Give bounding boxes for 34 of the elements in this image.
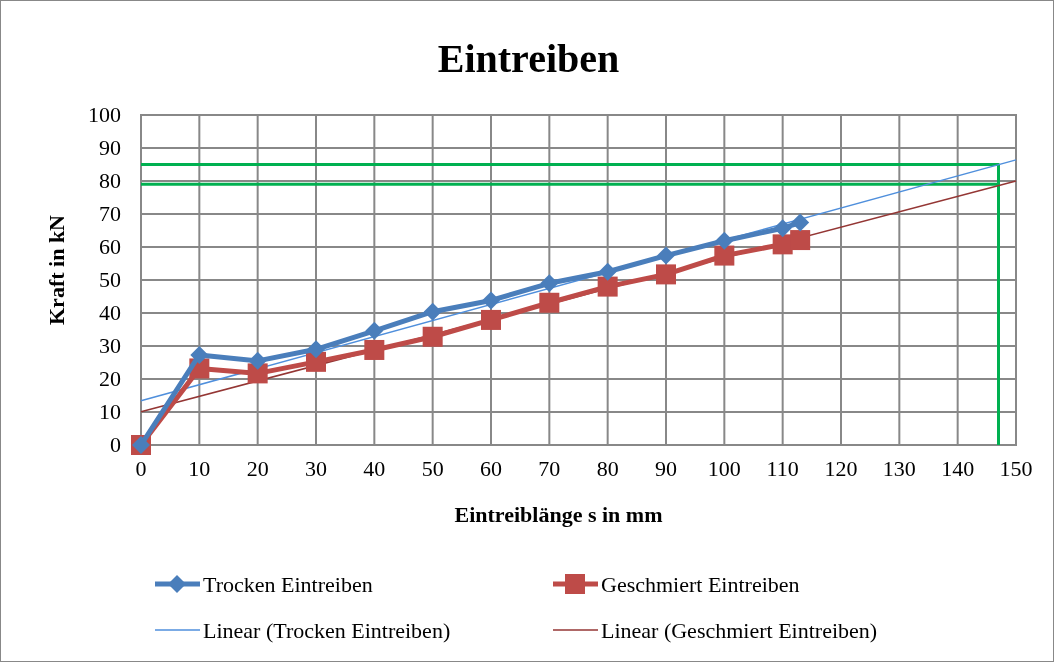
- x-tick-label: 40: [363, 456, 386, 481]
- x-tick-label: 20: [246, 456, 269, 481]
- x-tick-label: 150: [999, 456, 1033, 481]
- legend-label: Linear (Trocken Eintreiben): [203, 618, 451, 643]
- x-tick-label: 140: [941, 456, 975, 481]
- y-tick-label: 0: [110, 432, 121, 457]
- y-tick-label: 40: [99, 300, 121, 325]
- x-tick-label: 130: [882, 456, 916, 481]
- x-tick-label: 50: [421, 456, 444, 481]
- x-axis-title: Eintreiblänge s in mm: [454, 502, 663, 527]
- y-tick-label: 70: [99, 201, 121, 226]
- x-tick-label: 0: [135, 456, 147, 481]
- y-tick-label: 50: [99, 267, 121, 292]
- x-tick-label: 30: [305, 456, 327, 481]
- y-tick-label: 10: [99, 399, 121, 424]
- y-tick-label: 90: [99, 135, 121, 160]
- x-tick-label: 10: [188, 456, 211, 481]
- x-tick-label: 120: [824, 456, 858, 481]
- y-tick-label: 80: [99, 168, 121, 193]
- y-tick-label: 20: [99, 366, 121, 391]
- y-axis-title: Kraft in kN: [44, 214, 69, 325]
- y-tick-label: 30: [99, 333, 121, 358]
- legend-label: Geschmiert Eintreiben: [601, 572, 800, 597]
- x-tick-label: 60: [480, 456, 502, 481]
- legend-label: Linear (Geschmiert Eintreiben): [601, 618, 878, 643]
- y-tick-label: 60: [99, 234, 121, 259]
- y-tick-label: 100: [88, 102, 121, 127]
- legend-label: Trocken Eintreiben: [203, 572, 373, 597]
- x-tick-label: 80: [596, 456, 619, 481]
- x-tick-label: 110: [766, 456, 799, 481]
- x-tick-label: 70: [538, 456, 561, 481]
- chart-title: Eintreiben: [437, 36, 620, 81]
- x-tick-label: 100: [707, 456, 741, 481]
- x-tick-label: 90: [655, 456, 677, 481]
